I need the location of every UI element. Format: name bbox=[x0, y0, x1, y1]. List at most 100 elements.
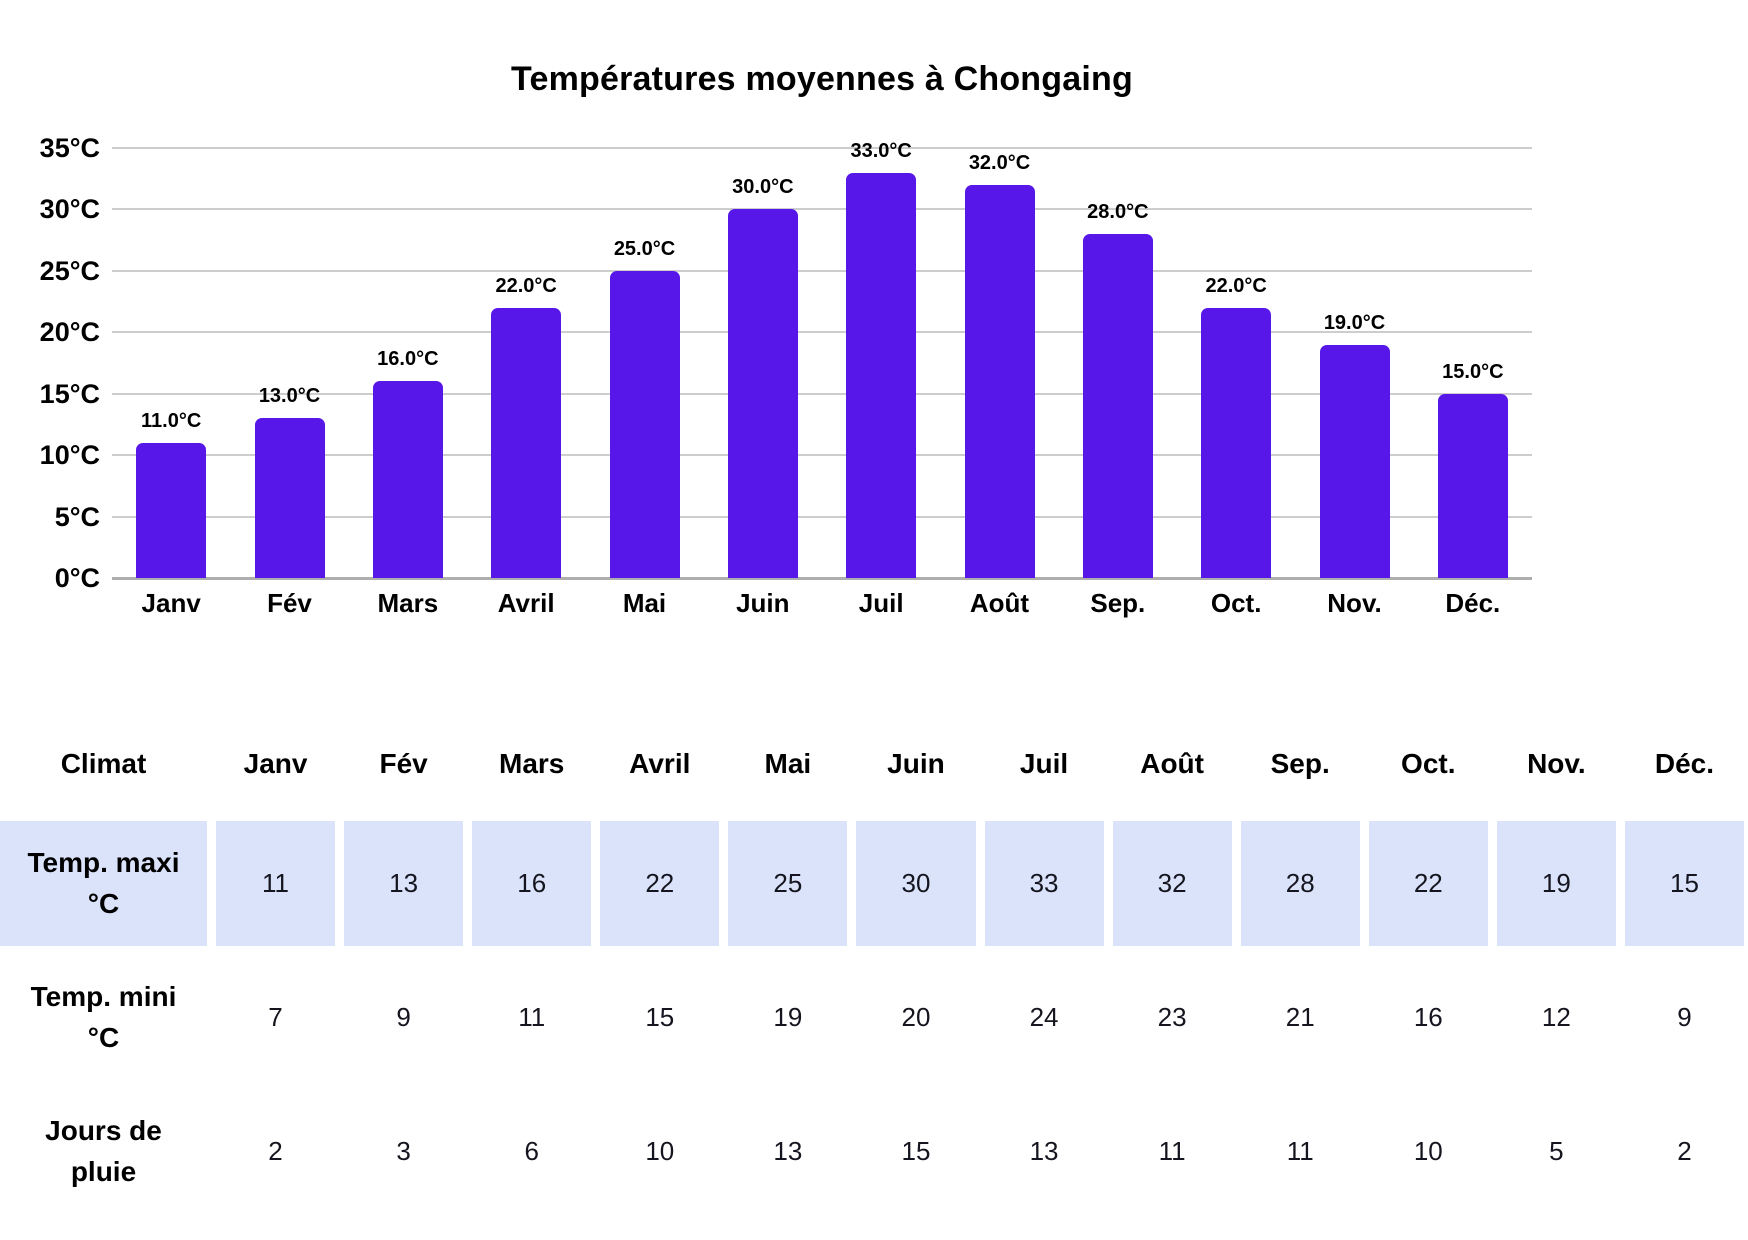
table-value-cell: 22 bbox=[600, 821, 720, 946]
table-header-cell: Déc. bbox=[1654, 748, 1715, 779]
bar-value-label: 22.0°C bbox=[495, 274, 557, 297]
table-value-cell: 11 bbox=[1286, 1136, 1314, 1166]
bar-value-label: 15.0°C bbox=[1442, 360, 1504, 383]
x-axis-month-label: Avril bbox=[497, 588, 555, 618]
table-value-cell: 28 bbox=[1240, 821, 1360, 946]
table-header-cell: Janv bbox=[243, 748, 308, 779]
table-value-cell: 24 bbox=[1029, 1002, 1059, 1032]
table-value-cell: 21 bbox=[1285, 1002, 1315, 1032]
y-axis-tick-label: 25°C bbox=[39, 255, 100, 286]
x-axis-month-label: Juil bbox=[858, 588, 904, 618]
x-axis-month-label: Août bbox=[969, 588, 1030, 618]
gridline bbox=[112, 147, 1532, 149]
x-axis-month-label: Mai bbox=[622, 588, 667, 618]
table-value-cell: 15 bbox=[645, 1002, 675, 1032]
x-axis-month-label: Sep. bbox=[1090, 588, 1146, 618]
x-axis-month-label: Fév bbox=[267, 588, 312, 618]
temperature-bar-chart: Températures moyennes à Chongaing 0°C 5°C… bbox=[39, 60, 1532, 618]
chart-title: Températures moyennes à Chongaing bbox=[511, 60, 1133, 98]
temperature-bar bbox=[964, 184, 1035, 578]
temperature-bar bbox=[491, 307, 562, 578]
table-row-label: Jours de pluie bbox=[45, 1114, 162, 1187]
table-header-cell: Août bbox=[1140, 748, 1204, 779]
table-value-cell: 25 bbox=[728, 821, 848, 946]
table-header-cell: Mars bbox=[499, 748, 565, 779]
table-value-cell: 30 bbox=[856, 821, 976, 946]
x-axis-month-label: Déc. bbox=[1445, 588, 1501, 618]
temperature-bar bbox=[136, 442, 207, 578]
bar-value-label: 28.0°C bbox=[1087, 201, 1149, 223]
temperature-bar bbox=[846, 172, 917, 578]
table-value-cell: 11 bbox=[1158, 1136, 1186, 1166]
gridline bbox=[112, 331, 1532, 334]
table-value-cell: 16 bbox=[1413, 1002, 1443, 1032]
climate-table: Climat Janv Fév Mars Avril Mai Juin Juil Août Sep… bbox=[0, 716, 1748, 1214]
bar-value-label: 25.0°C bbox=[613, 237, 676, 260]
temperature-bar bbox=[372, 381, 443, 578]
table-value-cell: 11 bbox=[518, 1002, 546, 1032]
table-value-cell: 19 bbox=[1496, 821, 1616, 946]
table-row-label: Temp. mini °C bbox=[30, 980, 177, 1053]
y-axis-tick-label: 0°C bbox=[54, 563, 100, 593]
temperature-bar bbox=[254, 418, 325, 578]
table-header-cell: Sep. bbox=[1270, 748, 1330, 779]
x-axis-month-label: Juin bbox=[736, 588, 790, 618]
bar-value-label: 32.0°C bbox=[968, 151, 1031, 174]
temperature-bar bbox=[1082, 234, 1153, 578]
table-value-cell: 16 bbox=[472, 821, 592, 946]
table-value-cell: 3 bbox=[396, 1136, 411, 1166]
x-axis-month-label: Oct. bbox=[1210, 588, 1262, 618]
temperature-bar bbox=[1437, 393, 1508, 578]
table-value-cell: 19 bbox=[773, 1002, 803, 1032]
table-header-cell: Fév bbox=[379, 748, 428, 779]
table-value-cell: 5 bbox=[1549, 1136, 1564, 1166]
table-header-cell: Oct. bbox=[1401, 748, 1456, 779]
temperature-bar bbox=[1201, 307, 1272, 578]
table-header-cell: Nov. bbox=[1527, 748, 1586, 779]
table-value-cell: 9 bbox=[396, 1002, 411, 1032]
y-axis-tick-label: 5°C bbox=[54, 501, 100, 532]
table-value-cell: 10 bbox=[1413, 1136, 1443, 1166]
table-header-cell: Juin bbox=[887, 748, 945, 779]
table-header-cell: Mai bbox=[764, 748, 812, 779]
bar-value-label: 16.0°C bbox=[377, 348, 439, 371]
table-corner-label: Climat bbox=[60, 748, 147, 779]
y-axis-tick-label: 20°C bbox=[39, 317, 100, 348]
bar-value-label: 33.0°C bbox=[850, 139, 912, 162]
x-axis-month-label: Janv bbox=[141, 588, 201, 618]
gridline bbox=[112, 454, 1532, 457]
table-header-cell: Juil bbox=[1019, 748, 1069, 779]
table-value-cell: 13 bbox=[344, 821, 464, 946]
table-value-cell: 23 bbox=[1157, 1002, 1187, 1032]
y-axis-tick-label: 30°C bbox=[39, 194, 100, 225]
table-value-cell: 2 bbox=[1677, 1136, 1692, 1166]
table-value-cell: 15 bbox=[1624, 821, 1744, 946]
bar-value-label: 19.0°C bbox=[1323, 311, 1386, 334]
bar-value-label: 13.0°C bbox=[258, 385, 321, 408]
gridline bbox=[112, 392, 1532, 395]
table-value-cell: 13 bbox=[1029, 1136, 1059, 1166]
table-value-cell: 32 bbox=[1112, 821, 1232, 946]
temperature-bar bbox=[1319, 344, 1390, 578]
table-value-cell: 20 bbox=[901, 1002, 931, 1032]
table-header-cell: Avril bbox=[629, 748, 691, 779]
table-value-cell: 10 bbox=[645, 1136, 675, 1166]
table-value-cell: 2 bbox=[268, 1136, 283, 1166]
x-axis-month-label: Nov. bbox=[1327, 588, 1382, 618]
bar-value-label: 11.0°C bbox=[141, 409, 202, 432]
y-axis-tick-label: 10°C bbox=[39, 440, 100, 471]
y-axis-tick-label: 15°C bbox=[39, 378, 100, 409]
gridline bbox=[112, 208, 1532, 211]
table-value-cell: 12 bbox=[1541, 1002, 1571, 1032]
table-value-cell: 11 bbox=[216, 821, 336, 946]
x-axis-month-label: Mars bbox=[377, 588, 439, 618]
table-value-cell: 15 bbox=[901, 1136, 931, 1166]
x-axis-baseline bbox=[112, 576, 1532, 580]
temperature-bar bbox=[727, 209, 798, 578]
table-row-label: Temp. maxi °C bbox=[0, 821, 207, 946]
table-value-cell: 9 bbox=[1677, 1002, 1692, 1032]
table-value-cell: 13 bbox=[773, 1136, 803, 1166]
table-value-cell: 6 bbox=[524, 1136, 539, 1166]
table-value-cell: 33 bbox=[984, 821, 1104, 946]
gridline bbox=[112, 515, 1532, 518]
